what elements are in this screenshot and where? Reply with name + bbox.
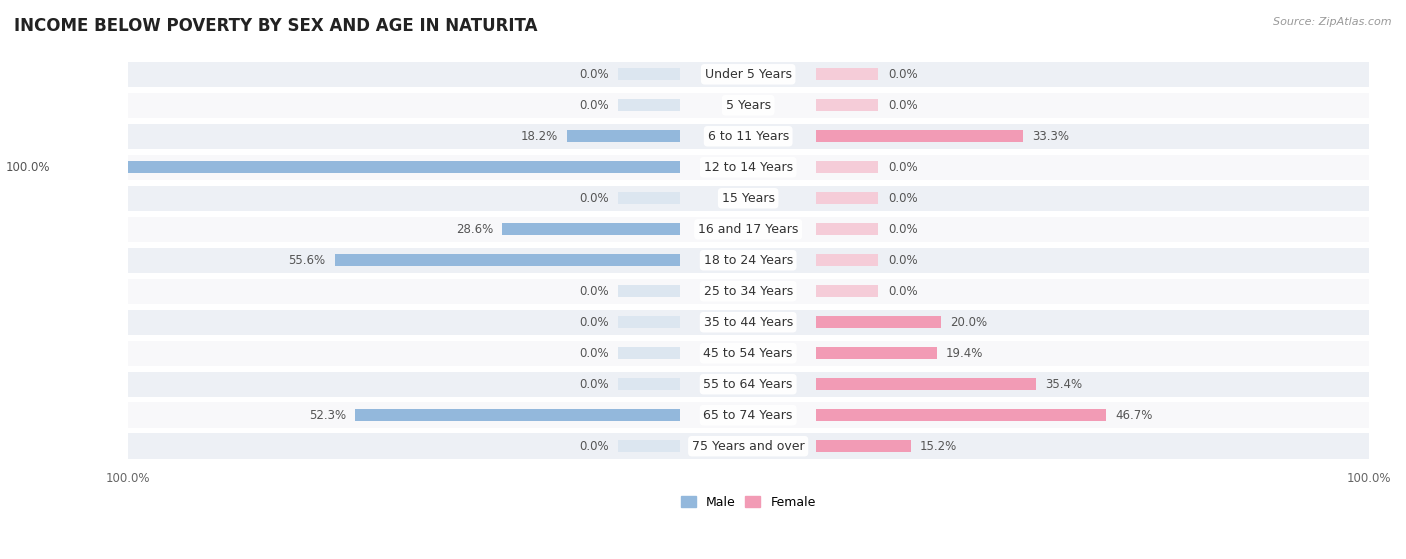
Bar (817, 254, 879, 266)
Text: 0.0%: 0.0% (887, 99, 918, 112)
Bar (817, 130, 1024, 142)
Bar (128, 402, 1369, 428)
Legend: Male, Female: Male, Female (676, 491, 821, 514)
Text: 0.0%: 0.0% (579, 192, 609, 205)
Text: 5 Years: 5 Years (725, 99, 770, 112)
Text: 65 to 74 Years: 65 to 74 Years (703, 409, 793, 421)
Bar (817, 440, 911, 452)
Text: 0.0%: 0.0% (887, 192, 918, 205)
Text: Under 5 Years: Under 5 Years (704, 68, 792, 81)
Text: 12 to 14 Years: 12 to 14 Years (703, 161, 793, 174)
Bar (817, 316, 941, 328)
Bar (617, 347, 681, 359)
Text: 35.4%: 35.4% (1046, 378, 1083, 391)
Bar (335, 254, 681, 266)
Bar (356, 409, 681, 421)
Text: 15.2%: 15.2% (920, 440, 957, 453)
Text: 0.0%: 0.0% (579, 68, 609, 81)
Bar (817, 130, 1024, 142)
Bar (817, 378, 1036, 390)
Bar (817, 162, 879, 173)
Bar (817, 378, 1036, 390)
Bar (128, 61, 1369, 87)
Bar (817, 192, 879, 204)
Text: 100.0%: 100.0% (6, 161, 51, 174)
Text: 19.4%: 19.4% (946, 347, 984, 360)
Text: Source: ZipAtlas.com: Source: ZipAtlas.com (1274, 17, 1392, 27)
Bar (128, 310, 1369, 335)
Bar (59, 162, 681, 173)
Text: 33.3%: 33.3% (1032, 130, 1070, 143)
Bar (128, 433, 1369, 459)
Bar (502, 224, 681, 235)
Bar (617, 440, 681, 452)
Bar (617, 316, 681, 328)
Bar (567, 130, 681, 142)
Bar (817, 347, 936, 359)
Text: 52.3%: 52.3% (309, 409, 346, 421)
Text: 0.0%: 0.0% (579, 378, 609, 391)
Bar (128, 340, 1369, 366)
Text: 28.6%: 28.6% (456, 222, 494, 236)
Text: 15 Years: 15 Years (721, 192, 775, 205)
Bar (617, 68, 681, 80)
Bar (817, 347, 936, 359)
Bar (59, 162, 681, 173)
Bar (817, 285, 879, 297)
Bar (128, 278, 1369, 304)
Bar (617, 378, 681, 390)
Text: 25 to 34 Years: 25 to 34 Years (703, 285, 793, 298)
Text: 46.7%: 46.7% (1115, 409, 1153, 421)
Text: 45 to 54 Years: 45 to 54 Years (703, 347, 793, 360)
Text: 0.0%: 0.0% (887, 285, 918, 298)
Bar (356, 409, 681, 421)
Text: 18.2%: 18.2% (520, 130, 558, 143)
Bar (817, 68, 879, 80)
Text: 16 and 17 Years: 16 and 17 Years (697, 222, 799, 236)
Bar (817, 409, 1107, 421)
Text: 20.0%: 20.0% (950, 316, 987, 329)
Bar (128, 186, 1369, 211)
Text: 0.0%: 0.0% (579, 99, 609, 112)
Text: 75 Years and over: 75 Years and over (692, 440, 804, 453)
Bar (817, 100, 879, 111)
Bar (817, 224, 879, 235)
Text: 0.0%: 0.0% (887, 254, 918, 267)
Text: 0.0%: 0.0% (887, 68, 918, 81)
Text: 0.0%: 0.0% (579, 347, 609, 360)
Text: 35 to 44 Years: 35 to 44 Years (703, 316, 793, 329)
Bar (128, 154, 1369, 180)
Text: 55.6%: 55.6% (288, 254, 326, 267)
Text: 55 to 64 Years: 55 to 64 Years (703, 378, 793, 391)
Text: 0.0%: 0.0% (579, 316, 609, 329)
Bar (128, 248, 1369, 273)
Bar (128, 124, 1369, 149)
Text: 18 to 24 Years: 18 to 24 Years (703, 254, 793, 267)
Bar (128, 372, 1369, 397)
Bar (617, 285, 681, 297)
Bar (817, 316, 941, 328)
Bar (128, 216, 1369, 242)
Bar (817, 440, 911, 452)
Text: 0.0%: 0.0% (887, 161, 918, 174)
Bar (335, 254, 681, 266)
Bar (817, 409, 1107, 421)
Text: 6 to 11 Years: 6 to 11 Years (707, 130, 789, 143)
Bar (617, 192, 681, 204)
Text: 0.0%: 0.0% (579, 285, 609, 298)
Bar (617, 100, 681, 111)
Bar (502, 224, 681, 235)
Text: INCOME BELOW POVERTY BY SEX AND AGE IN NATURITA: INCOME BELOW POVERTY BY SEX AND AGE IN N… (14, 17, 537, 35)
Bar (128, 93, 1369, 118)
Text: 0.0%: 0.0% (579, 440, 609, 453)
Bar (567, 130, 681, 142)
Text: 0.0%: 0.0% (887, 222, 918, 236)
